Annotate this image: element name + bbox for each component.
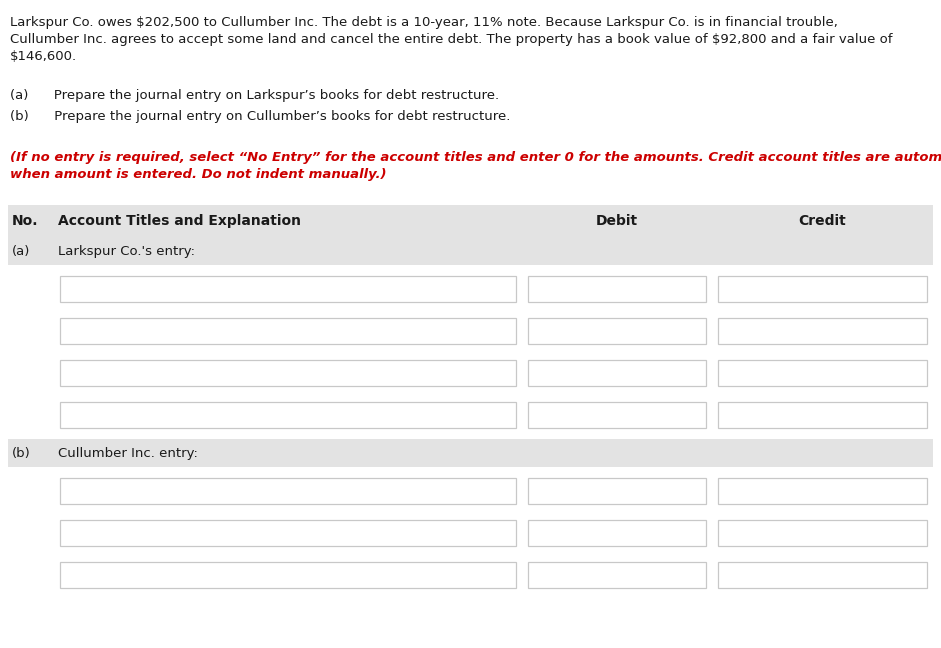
Bar bbox=[528, 478, 706, 504]
Bar bbox=[528, 520, 706, 546]
Bar bbox=[60, 276, 516, 302]
Text: when amount is entered. Do not indent manually.): when amount is entered. Do not indent ma… bbox=[10, 168, 387, 181]
Text: $146,600.: $146,600. bbox=[10, 50, 77, 63]
Bar bbox=[718, 402, 927, 428]
Bar bbox=[718, 318, 927, 344]
Text: (b)      Prepare the journal entry on Cullumber’s books for debt restructure.: (b) Prepare the journal entry on Cullumb… bbox=[10, 110, 510, 123]
Text: Larkspur Co.'s entry:: Larkspur Co.'s entry: bbox=[58, 244, 195, 257]
Bar bbox=[528, 318, 706, 344]
Text: (a)      Prepare the journal entry on Larkspur’s books for debt restructure.: (a) Prepare the journal entry on Larkspu… bbox=[10, 89, 499, 102]
Bar bbox=[60, 360, 516, 386]
Bar bbox=[718, 276, 927, 302]
Bar bbox=[528, 360, 706, 386]
Bar bbox=[60, 520, 516, 546]
Text: No.: No. bbox=[12, 214, 39, 228]
Bar bbox=[528, 562, 706, 588]
Bar bbox=[60, 562, 516, 588]
Text: Larkspur Co. owes $202,500 to Cullumber Inc. The debt is a 10-year, 11% note. Be: Larkspur Co. owes $202,500 to Cullumber … bbox=[10, 16, 837, 29]
Bar bbox=[718, 360, 927, 386]
Text: Debit: Debit bbox=[596, 214, 638, 228]
Bar bbox=[528, 276, 706, 302]
Bar bbox=[8, 205, 933, 237]
Text: (b): (b) bbox=[12, 446, 31, 459]
Text: Account Titles and Explanation: Account Titles and Explanation bbox=[58, 214, 301, 228]
Bar bbox=[718, 520, 927, 546]
Bar bbox=[8, 439, 933, 467]
Text: Credit: Credit bbox=[799, 214, 846, 228]
Text: (If no entry is required, select “No Entry” for the account titles and enter 0 f: (If no entry is required, select “No Ent… bbox=[10, 151, 941, 164]
Bar bbox=[718, 478, 927, 504]
Bar bbox=[528, 402, 706, 428]
Bar bbox=[718, 562, 927, 588]
Text: Cullumber Inc. entry:: Cullumber Inc. entry: bbox=[58, 446, 198, 459]
Bar bbox=[60, 318, 516, 344]
Text: Cullumber Inc. agrees to accept some land and cancel the entire debt. The proper: Cullumber Inc. agrees to accept some lan… bbox=[10, 33, 892, 46]
Bar bbox=[60, 478, 516, 504]
Bar bbox=[60, 402, 516, 428]
Bar bbox=[8, 237, 933, 265]
Text: (a): (a) bbox=[12, 244, 30, 257]
